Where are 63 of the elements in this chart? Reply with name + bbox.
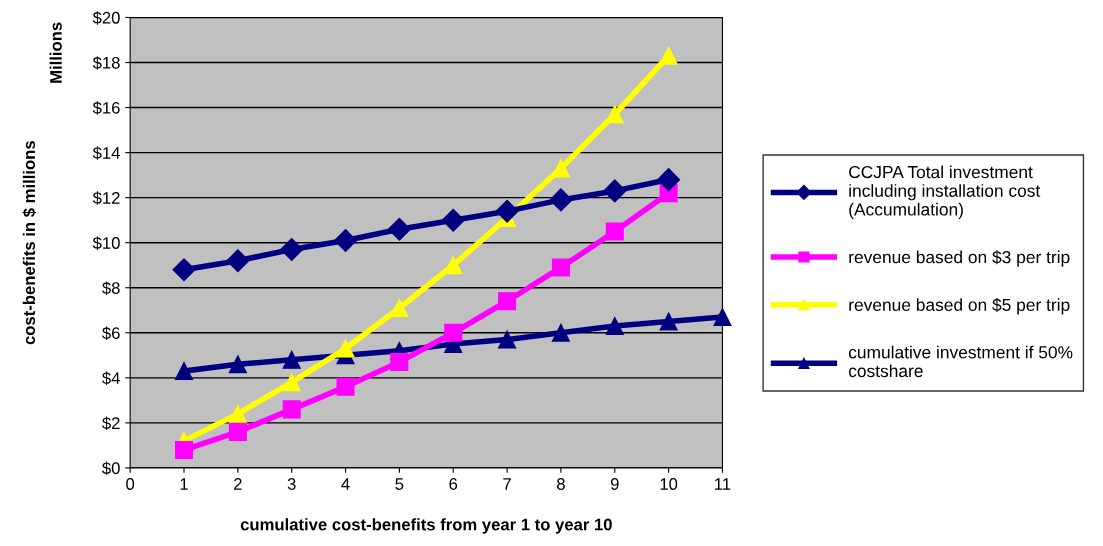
y-tick-label: $20 [92, 11, 120, 25]
legend-label: revenue based on $3 per trip [849, 250, 1070, 267]
x-tick-label: 3 [287, 478, 296, 490]
point [228, 422, 247, 441]
y-axis-title: cost-benefits in $ millions [22, 141, 37, 345]
point [334, 228, 358, 252]
point [495, 199, 519, 223]
point [387, 217, 411, 241]
y-tick-label: $6 [102, 326, 120, 340]
legend-label: revenue based on $5 per trip [849, 297, 1070, 315]
x-tick-label: 1 [180, 478, 188, 490]
point [659, 46, 678, 65]
point [498, 330, 517, 349]
point [226, 249, 250, 273]
point [336, 377, 355, 396]
y-tick-label: $12 [92, 191, 120, 205]
x-tick-label: 11 [715, 478, 731, 490]
point [659, 312, 678, 331]
point [444, 256, 463, 275]
y-tick-label: $8 [102, 281, 120, 295]
x-tick-label: 5 [395, 478, 404, 490]
point [282, 350, 301, 369]
y-tick-label: $18 [92, 56, 120, 70]
point [657, 168, 681, 192]
point [336, 339, 355, 358]
point [390, 353, 409, 372]
y-tick-label: $14 [92, 146, 120, 160]
point [498, 292, 517, 311]
point [280, 237, 304, 261]
y-tick-label: $16 [92, 101, 120, 115]
point [605, 222, 624, 241]
point [441, 208, 465, 232]
point [282, 400, 301, 419]
point [174, 362, 194, 381]
point [390, 298, 409, 318]
point [713, 307, 732, 327]
legend-label: CCJPA Total investment including installation cost (Accumulation) [849, 165, 1041, 220]
point [551, 258, 570, 277]
y-tick-label: $10 [92, 236, 120, 250]
x-tick-label: 8 [557, 478, 565, 490]
text: Millions [49, 22, 62, 83]
point [282, 373, 301, 392]
y-tick-label: $2 [102, 416, 120, 431]
point [172, 258, 196, 282]
legend-label: cumulative investment if 50% costshare [848, 345, 1073, 378]
x-tick-label: 9 [610, 478, 619, 490]
point [549, 188, 573, 212]
x-tick-label: 0 [126, 478, 135, 490]
point [444, 323, 463, 342]
x-tick-label: 6 [449, 478, 458, 490]
point [551, 323, 570, 342]
y-tick-label: $0 [102, 461, 120, 476]
point [174, 440, 194, 459]
point [605, 317, 624, 336]
point [603, 179, 627, 203]
x-tick-label: 7 [503, 478, 511, 490]
point [228, 404, 247, 423]
x-tick-label: 10 [660, 478, 678, 490]
point [228, 355, 247, 374]
y-tick-label: $4 [102, 371, 120, 386]
x-tick-label: 2 [234, 478, 242, 490]
x-axis-title: cumulative cost-benefits from year 1 to year 10 [240, 518, 612, 534]
x-tick-label: 4 [341, 478, 350, 490]
